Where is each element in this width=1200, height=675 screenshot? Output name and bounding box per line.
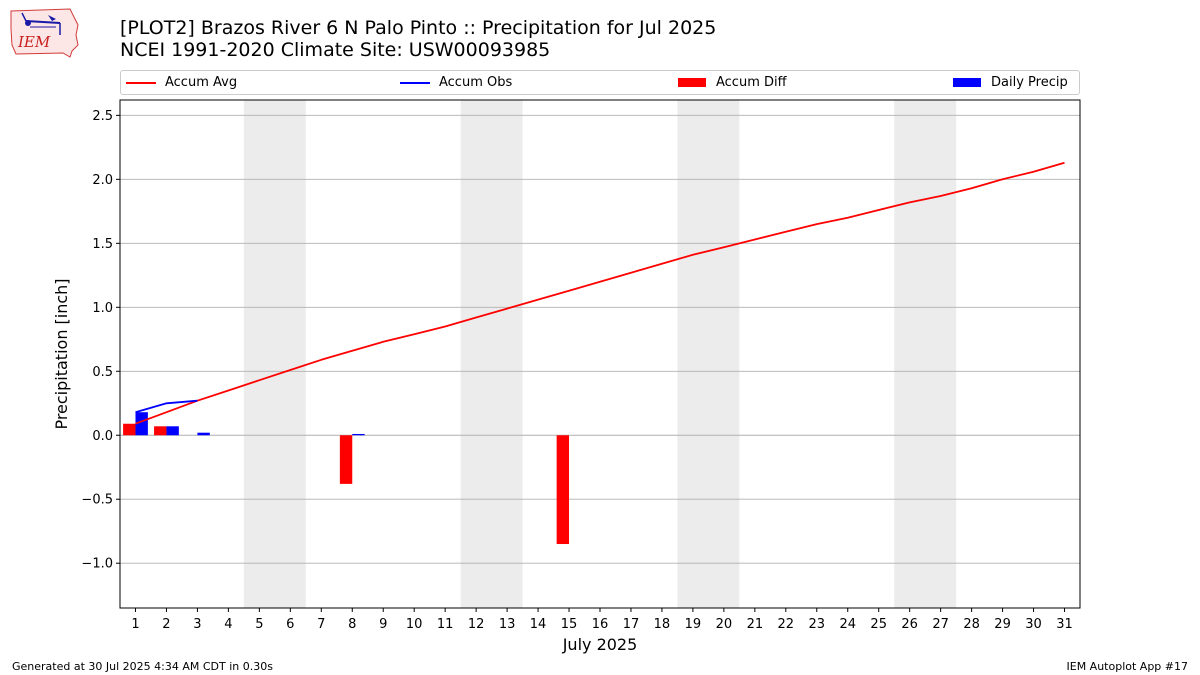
- bar-daily-precip: [135, 412, 148, 436]
- y-tick-label: 1.5: [92, 237, 113, 252]
- chart-title: [PLOT2] Brazos River 6 N Palo Pinto :: P…: [120, 17, 717, 39]
- x-tick-label: 22: [778, 617, 795, 632]
- x-tick-label: 18: [654, 617, 671, 632]
- legend-swatch-daily-precip: [953, 78, 981, 87]
- legend-label-accum-avg: Accum Avg: [165, 75, 238, 90]
- x-tick-label: 30: [1025, 617, 1042, 632]
- bar-accum-diff: [123, 423, 136, 436]
- bar-daily-precip: [352, 433, 365, 436]
- x-tick-label: 6: [286, 617, 294, 632]
- bar-daily-precip: [197, 432, 210, 436]
- x-tick-label: 10: [406, 617, 423, 632]
- x-tick-label: 20: [716, 617, 733, 632]
- x-tick-label: 2: [162, 617, 170, 632]
- bar-accum-diff: [556, 435, 570, 545]
- x-tick-label: 3: [193, 617, 201, 632]
- x-tick-label: 17: [623, 617, 640, 632]
- legend-swatch-accum-obs: [400, 81, 430, 84]
- legend-item-accum-obs: Accum Obs: [400, 74, 512, 91]
- iem-logo: IEM: [10, 8, 79, 58]
- x-tick-label: 11: [437, 617, 454, 632]
- legend-item-daily-precip: Daily Precip: [953, 74, 1068, 91]
- legend-item-accum-diff: Accum Diff: [678, 74, 787, 91]
- weekend-shade-0: [243, 100, 306, 608]
- x-tick-label: 14: [530, 617, 547, 632]
- chart-subtitle: NCEI 1991-2020 Climate Site: USW00093985: [120, 39, 551, 61]
- x-tick-label: 5: [255, 617, 263, 632]
- y-tick-label: 0.5: [92, 365, 113, 380]
- generated-timestamp: Generated at 30 Jul 2025 4:34 AM CDT in …: [12, 660, 273, 673]
- x-tick-label: 26: [901, 617, 918, 632]
- weekend-shade-2: [677, 100, 740, 608]
- x-tick-label: 27: [932, 617, 949, 632]
- x-tick-label: 1: [131, 617, 139, 632]
- x-tick-label: 29: [994, 617, 1011, 632]
- x-tick-label: 8: [348, 617, 356, 632]
- y-tick-label: 1.0: [92, 301, 113, 316]
- x-tick-label: 16: [592, 617, 609, 632]
- legend-swatch-accum-diff: [678, 78, 706, 87]
- x-tick-label: 19: [685, 617, 702, 632]
- x-tick-label: 9: [379, 617, 387, 632]
- y-tick-label: 0.0: [92, 429, 113, 444]
- x-tick-label: 7: [317, 617, 325, 632]
- bar-accum-diff: [154, 426, 167, 436]
- iem-logo-text: IEM: [17, 33, 51, 51]
- y-tick-label: −0.5: [81, 493, 113, 508]
- weekend-shade-1: [460, 100, 523, 608]
- x-tick-label: 15: [561, 617, 578, 632]
- y-tick-label: 2.0: [92, 173, 113, 188]
- x-tick-label: 21: [747, 617, 764, 632]
- chart-legend: Accum Avg Accum Obs Accum Diff Daily Pre…: [120, 70, 1080, 95]
- line-accum-obs: [135, 399, 198, 414]
- x-tick-label: 12: [468, 617, 485, 632]
- x-tick-label: 23: [809, 617, 826, 632]
- x-tick-label: 13: [499, 617, 516, 632]
- x-tick-label: 24: [839, 617, 856, 632]
- y-tick-label: 2.5: [92, 109, 113, 124]
- x-tick-label: 31: [1056, 617, 1073, 632]
- line-accum-avg: [135, 161, 1065, 425]
- legend-label-daily-precip: Daily Precip: [991, 75, 1068, 90]
- app-credit: IEM Autoplot App #17: [1066, 660, 1189, 673]
- x-tick-label: 4: [224, 617, 232, 632]
- y-tick-label: −1.0: [81, 557, 113, 572]
- x-axis-label: July 2025: [562, 635, 638, 654]
- y-axis-label: Precipitation [inch]: [52, 278, 71, 429]
- legend-swatch-accum-avg: [126, 81, 156, 84]
- weekend-shade-3: [894, 100, 957, 608]
- legend-label-accum-diff: Accum Diff: [716, 75, 787, 90]
- x-tick-label: 28: [963, 617, 980, 632]
- bar-accum-diff: [339, 435, 353, 484]
- legend-label-accum-obs: Accum Obs: [439, 75, 513, 90]
- bar-daily-precip: [166, 426, 179, 436]
- x-tick-label: 25: [870, 617, 887, 632]
- plot-frame: [119, 99, 1081, 609]
- legend-item-accum-avg: Accum Avg: [126, 74, 237, 91]
